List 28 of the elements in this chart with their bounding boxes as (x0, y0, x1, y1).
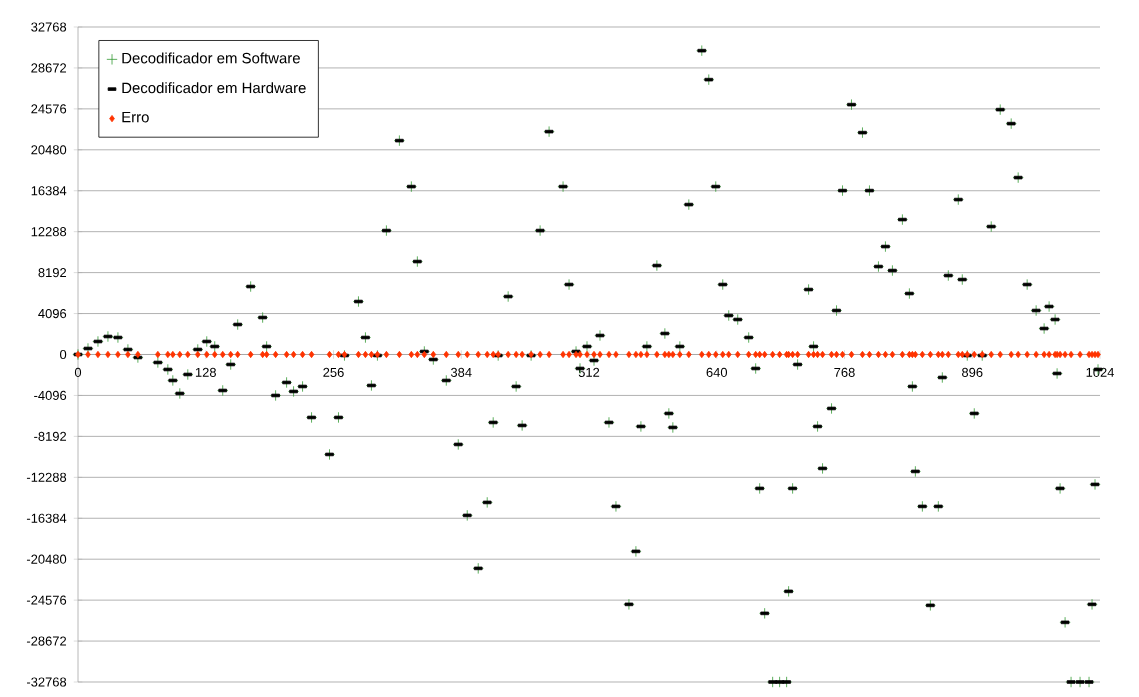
x-tick-label: 768 (834, 367, 855, 377)
y-tick-label: -28672 (26, 636, 67, 646)
y-tick-label: -20480 (26, 554, 67, 564)
y-tick-label: 0 (60, 349, 67, 360)
y-tick-label: 32768 (31, 22, 67, 32)
x-tick-label: 1024 (1086, 367, 1115, 377)
y-tick-label: -4096 (34, 390, 67, 401)
y-tick-label: 4096 (38, 308, 67, 319)
y-tick-label: -24576 (26, 595, 67, 605)
y-tick-label: 12288 (31, 227, 67, 237)
legend-label: Decodificador em Hardware (122, 82, 306, 94)
x-tick-label: 256 (323, 367, 344, 377)
x-tick-label: 384 (450, 367, 472, 377)
y-tick-label: 20480 (31, 145, 67, 155)
y-tick-label: 24576 (31, 104, 67, 114)
y-tick-label: -32768 (26, 677, 67, 687)
x-tick-label: 0 (74, 367, 82, 377)
y-tick-label: 8192 (38, 268, 67, 278)
legend-label: Decodificador em Software (122, 52, 300, 64)
y-tick-label: -12288 (26, 472, 67, 482)
x-tick-label: 640 (706, 367, 728, 377)
x-tick-label: 896 (962, 367, 983, 377)
y-tick-label: -8192 (34, 431, 67, 441)
y-tick-label: 28672 (31, 63, 67, 73)
y-tick-label: 16384 (31, 186, 67, 196)
x-tick-label: 128 (195, 367, 216, 377)
y-tick-label: -16384 (26, 513, 67, 523)
legend-label: Erro (122, 111, 149, 123)
